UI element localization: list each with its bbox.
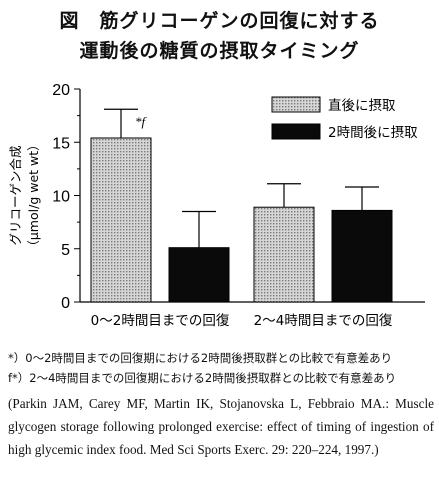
y-tick-label: 10 (52, 189, 70, 206)
plot-area: 0 5 10 15 20 グリコーゲン合成 （μmol/g wet wt） 0～2時間目までの… (8, 82, 425, 329)
x-category-label: 0～2時間目までの回復 (91, 312, 230, 329)
y-axis-label-line2: （μmol/g wet wt） (26, 138, 41, 252)
y-axis-label-line1: グリコーゲン合成 (8, 145, 23, 245)
y-tick-label: 15 (52, 135, 70, 152)
y-tick-label: 5 (61, 242, 70, 259)
y-tick-label: 20 (52, 82, 70, 99)
figure-title-line1: 図 筋グリコーゲンの回復に対する (59, 10, 380, 32)
x-category-label: 2～4時間目までの回復 (254, 312, 393, 329)
legend-swatch-2 (271, 123, 321, 140)
bar-delayed-1 (168, 247, 230, 303)
significance-annotation: *f (135, 114, 148, 129)
legend-label-1: 直後に摂取 (328, 98, 396, 114)
footnote-1: *）0～2時間目までの回復期における2時間後摂取群との比較で有意差あり (8, 351, 393, 365)
bar-immediate-1 (90, 137, 152, 303)
bar-immediate-2 (253, 206, 315, 303)
bar-delayed-2 (331, 209, 393, 303)
y-tick-label: 0 (61, 295, 70, 312)
reference-citation: (Parkin JAM, Carey MF, Martin IK, Stojan… (8, 396, 434, 457)
footnote-2: f*）2～4時間目までの回復期における2時間後摂取群との比較で有意差あり (8, 371, 397, 385)
bar-chart: 0 5 10 15 20 グリコーゲン合成 （μmol/g wet wt） 0～2時間目までの… (8, 82, 425, 329)
legend-swatch-1 (271, 96, 321, 113)
figure-title-line2: 運動後の糖質の摂取タイミング (79, 40, 360, 62)
legend-label-2: 2時間後に摂取 (328, 125, 418, 141)
